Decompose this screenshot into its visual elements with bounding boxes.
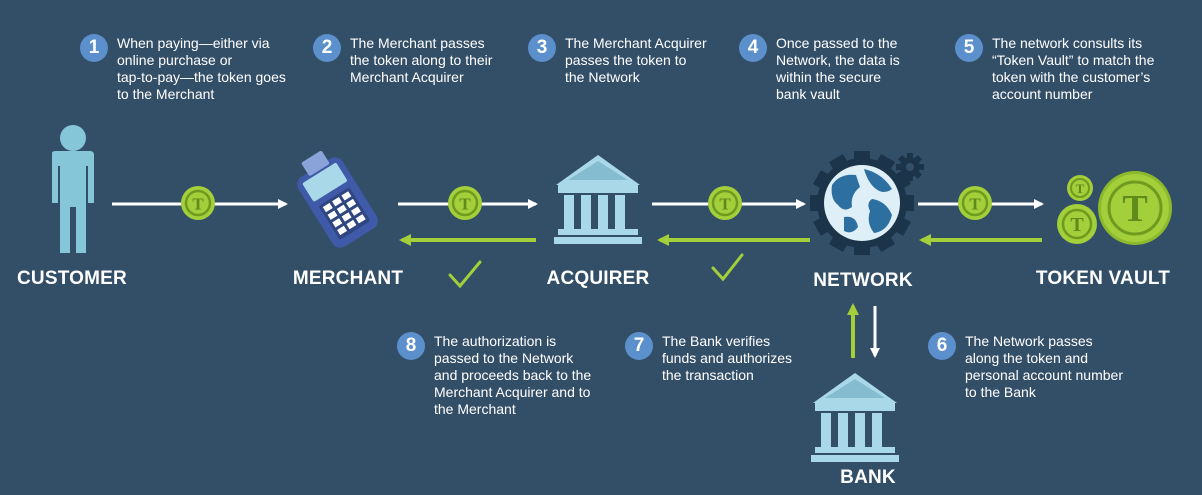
checkmark-icon bbox=[711, 253, 744, 282]
step-description: The Network passes along the token and p… bbox=[965, 333, 1123, 400]
label-network: NETWORK bbox=[813, 270, 913, 291]
customer-figure-icon bbox=[52, 125, 94, 253]
step-description: When paying—either via online purchase o… bbox=[117, 35, 286, 102]
step-number-badge: 7 bbox=[625, 332, 653, 360]
token-coin-icon bbox=[179, 184, 217, 222]
step-3: 3 The Merchant Acquirer passes the token… bbox=[528, 34, 707, 86]
step-description: The Merchant passes the token along to t… bbox=[350, 35, 493, 85]
label-token-vault: TOKEN VAULT bbox=[1035, 268, 1171, 289]
label-bank: BANK bbox=[840, 467, 896, 488]
step-number-badge: 3 bbox=[528, 34, 556, 62]
token-coin-icon bbox=[956, 184, 994, 222]
step-number-badge: 8 bbox=[397, 332, 425, 360]
step-1: 1 When paying—either via online purchase… bbox=[80, 34, 286, 103]
step-description: Once passed to the Network, the data is … bbox=[776, 35, 900, 102]
step-7: 7 The Bank verifies funds and authorizes… bbox=[625, 332, 792, 384]
step-8: 8 The authorization is passed to the Net… bbox=[397, 332, 592, 418]
step-description: The Bank verifies funds and authorizes t… bbox=[662, 333, 792, 383]
payment-terminal-icon bbox=[297, 150, 378, 248]
step-number-badge: 1 bbox=[80, 34, 108, 62]
step-5: 5 The network consults its “Token Vault”… bbox=[955, 34, 1155, 103]
step-description: The Merchant Acquirer passes the token t… bbox=[565, 35, 707, 85]
svg-text:T: T bbox=[1070, 214, 1084, 236]
step-number-badge: 5 bbox=[955, 34, 983, 62]
step-description: The network consults its “Token Vault” t… bbox=[992, 35, 1155, 102]
svg-text:T: T bbox=[1076, 181, 1085, 196]
step-4: 4 Once passed to the Network, the data i… bbox=[739, 34, 900, 103]
label-acquirer: ACQUIRER bbox=[546, 268, 650, 289]
bank-building-icon bbox=[811, 373, 899, 462]
acquirer-building-icon bbox=[554, 155, 642, 244]
network-globe-icon bbox=[810, 151, 924, 255]
step-6: 6 The Network passes along the token and… bbox=[928, 332, 1123, 401]
step-2: 2 The Merchant passes the token along to… bbox=[313, 34, 493, 86]
label-merchant: MERCHANT bbox=[292, 268, 404, 289]
svg-text:T: T bbox=[1122, 188, 1147, 230]
checkmark-icon bbox=[448, 260, 482, 289]
label-customer: CUSTOMER bbox=[17, 268, 127, 289]
step-number-badge: 6 bbox=[928, 332, 956, 360]
step-number-badge: 2 bbox=[313, 34, 341, 62]
token-vault-coins-icon: T T T bbox=[1057, 171, 1172, 245]
token-coin-icon bbox=[446, 184, 484, 222]
step-description: The authorization is passed to the Netwo… bbox=[434, 333, 592, 417]
step-number-badge: 4 bbox=[739, 34, 767, 62]
token-coin-icon bbox=[706, 184, 744, 222]
